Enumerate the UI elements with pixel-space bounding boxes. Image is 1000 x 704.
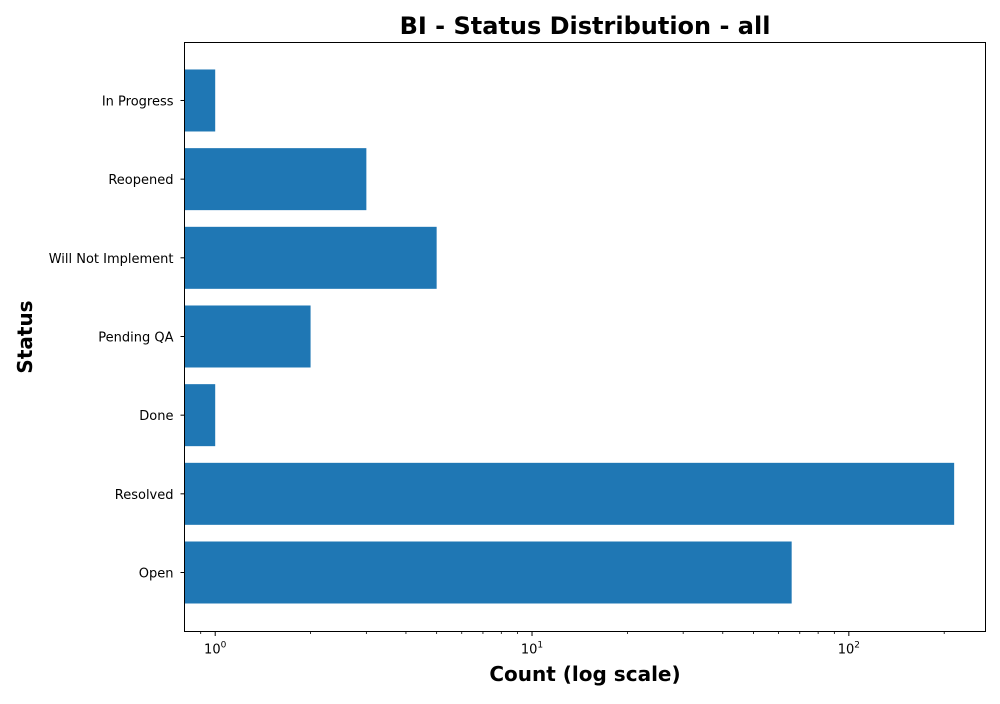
x-tick-label-exponent: 0 bbox=[221, 641, 227, 651]
chart-title: BI - Status Distribution - all bbox=[400, 12, 771, 40]
y-tick-label: Done bbox=[139, 409, 173, 424]
x-tick-label-exponent: 1 bbox=[537, 641, 543, 651]
x-tick-label: 101 bbox=[521, 641, 543, 658]
bar-reopened bbox=[184, 148, 367, 211]
y-tick-label: Resolved bbox=[115, 488, 174, 503]
bar-done bbox=[184, 384, 216, 447]
bar-will-not-implement bbox=[184, 226, 437, 289]
x-tick-label-exponent: 2 bbox=[854, 641, 860, 651]
x-tick-label: 102 bbox=[838, 641, 860, 658]
bar-in-progress bbox=[184, 69, 216, 132]
bar-pending-qa bbox=[184, 305, 311, 368]
y-tick-label: Reopened bbox=[108, 173, 173, 188]
x-axis-label: Count (log scale) bbox=[489, 662, 680, 686]
bars-layer bbox=[184, 69, 955, 604]
y-tick-label: In Progress bbox=[102, 94, 174, 109]
x-axis-ticks: 100 101 102 bbox=[200, 631, 945, 658]
x-tick-label-base: 10 bbox=[521, 643, 538, 658]
plot-area-frame bbox=[184, 42, 986, 632]
y-tick-label: Open bbox=[139, 567, 174, 582]
y-tick-label: Will Not Implement bbox=[49, 252, 174, 267]
bar-resolved bbox=[184, 462, 955, 525]
x-tick-label-base: 10 bbox=[838, 643, 855, 658]
x-tick-label-base: 10 bbox=[204, 643, 221, 658]
y-axis-ticks: Open Resolved Done Pending QA Will Not Imple… bbox=[49, 94, 185, 582]
bar-open bbox=[184, 541, 792, 604]
y-tick-label: Pending QA bbox=[98, 330, 173, 345]
x-tick-label: 100 bbox=[204, 641, 227, 658]
y-axis-label: Status bbox=[13, 300, 37, 373]
